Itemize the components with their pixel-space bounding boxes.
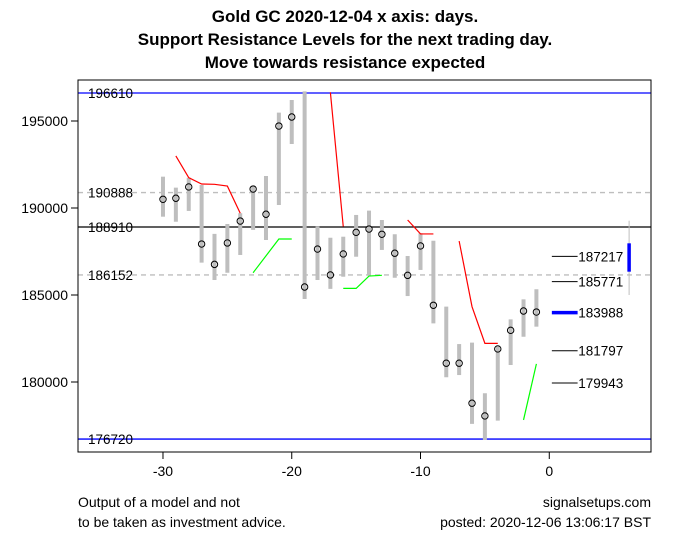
close-marker — [468, 399, 476, 407]
y-tick-label: 185000 — [21, 287, 68, 303]
next-level-label: 183988 — [578, 306, 623, 321]
y-tick-label: 195000 — [21, 113, 68, 129]
close-marker — [455, 359, 463, 367]
close-marker — [352, 228, 360, 237]
resistance-line — [329, 92, 344, 227]
close-marker — [288, 113, 296, 121]
close-marker — [275, 122, 283, 130]
next-level-label: 181797 — [578, 344, 623, 359]
level-label: 186152 — [88, 268, 133, 283]
support-line — [522, 363, 537, 421]
x-tick-label: -30 — [153, 463, 173, 479]
level-label: 176720 — [88, 432, 133, 447]
next-level-label: 187217 — [578, 249, 623, 264]
x-tick-label: -20 — [282, 463, 302, 479]
x-tick-label: -10 — [410, 463, 430, 479]
close-marker — [172, 194, 180, 202]
close-marker — [185, 183, 193, 191]
y-tick-label: 190000 — [21, 200, 68, 216]
close-marker — [506, 326, 515, 335]
level-label: 196610 — [88, 86, 133, 101]
close-marker — [236, 217, 244, 225]
close-marker — [429, 301, 438, 309]
level-label: 188910 — [88, 220, 133, 235]
close-marker — [249, 185, 257, 193]
chart-title-line2: Support Resistance Levels for the next t… — [138, 30, 552, 49]
close-marker — [519, 307, 528, 315]
resistance-line — [458, 240, 498, 344]
next-level-label: 179943 — [578, 376, 623, 391]
chart-title-line3: Move towards resistance expected — [205, 53, 486, 72]
close-marker — [159, 195, 167, 203]
close-marker — [416, 242, 425, 250]
resistance-line — [407, 219, 434, 235]
support-line — [252, 238, 292, 274]
close-marker — [532, 308, 541, 316]
chart-title-line1: Gold GC 2020-12-04 x axis: days. — [212, 7, 478, 26]
next-level-label: 185771 — [578, 275, 623, 290]
resistance-line — [175, 155, 241, 214]
plot-frame — [77, 79, 652, 453]
close-marker — [494, 345, 502, 353]
support-line — [343, 274, 382, 289]
disclaimer-line1: Output of a model and not — [78, 494, 240, 510]
close-marker — [197, 240, 206, 248]
close-marker — [339, 250, 347, 258]
site-name: signalsetups.com — [543, 494, 651, 510]
close-marker — [326, 271, 335, 279]
level-label: 190888 — [88, 186, 133, 201]
close-marker — [378, 230, 386, 238]
close-marker — [223, 239, 232, 247]
x-tick-label: 0 — [545, 463, 553, 479]
close-marker — [391, 249, 399, 257]
disclaimer-line2: to be taken as investment advice. — [78, 514, 286, 530]
close-marker — [403, 271, 412, 280]
close-marker — [210, 260, 219, 269]
close-marker — [262, 210, 270, 218]
close-marker — [481, 412, 489, 420]
close-marker — [442, 359, 450, 367]
close-marker — [365, 225, 373, 233]
posted-timestamp: posted: 2020-12-06 13:06:17 BST — [440, 514, 651, 530]
close-marker — [300, 283, 309, 291]
close-marker — [313, 245, 322, 253]
y-tick-label: 180000 — [21, 374, 68, 390]
